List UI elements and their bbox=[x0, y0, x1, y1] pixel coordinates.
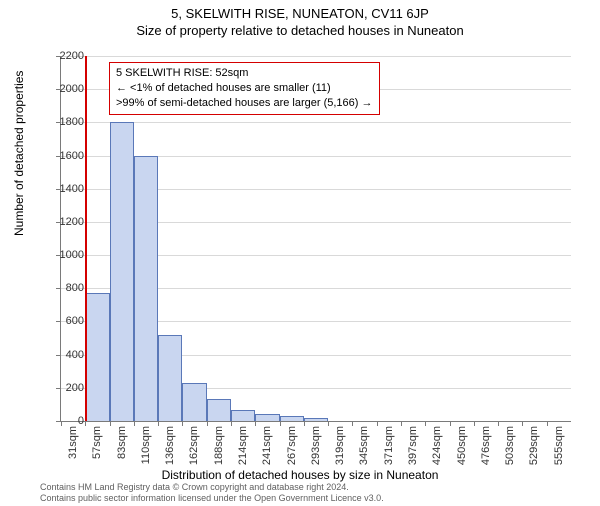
xtick-mark bbox=[401, 421, 402, 426]
ytick-label: 1400 bbox=[44, 183, 84, 195]
info-box-line: 5 SKELWITH RISE: 52sqm bbox=[116, 66, 373, 81]
ytick-label: 1000 bbox=[44, 249, 84, 261]
histogram-bar bbox=[207, 399, 231, 421]
ytick-label: 600 bbox=[44, 315, 84, 327]
footer-attribution: Contains HM Land Registry data © Crown c… bbox=[40, 482, 384, 504]
histogram-bar bbox=[85, 293, 109, 421]
xtick-mark bbox=[134, 421, 135, 426]
xtick-mark bbox=[522, 421, 523, 426]
xtick-mark bbox=[377, 421, 378, 426]
xtick-mark bbox=[110, 421, 111, 426]
histogram-bar bbox=[255, 414, 279, 421]
page-title: 5, SKELWITH RISE, NUNEATON, CV11 6JP bbox=[0, 6, 600, 21]
x-axis-label: Distribution of detached houses by size … bbox=[0, 468, 600, 482]
ytick-label: 800 bbox=[44, 282, 84, 294]
ytick-label: 1200 bbox=[44, 216, 84, 228]
xtick-mark bbox=[231, 421, 232, 426]
xtick-mark bbox=[255, 421, 256, 426]
xtick-mark bbox=[182, 421, 183, 426]
xtick-mark bbox=[474, 421, 475, 426]
ytick-label: 200 bbox=[44, 382, 84, 394]
info-box-line: ← <1% of detached houses are smaller (11… bbox=[116, 81, 373, 96]
info-box: 5 SKELWITH RISE: 52sqm← <1% of detached … bbox=[109, 62, 380, 115]
page-subtitle: Size of property relative to detached ho… bbox=[0, 23, 600, 38]
ytick-label: 1800 bbox=[44, 116, 84, 128]
y-axis-label: Number of detached properties bbox=[12, 71, 26, 236]
xtick-mark bbox=[207, 421, 208, 426]
reference-line bbox=[85, 56, 87, 421]
xtick-mark bbox=[450, 421, 451, 426]
histogram-bar bbox=[182, 383, 206, 421]
histogram-chart: 31sqm57sqm83sqm110sqm136sqm162sqm188sqm2… bbox=[60, 56, 570, 421]
xtick-mark bbox=[304, 421, 305, 426]
xtick-mark bbox=[352, 421, 353, 426]
gridline bbox=[61, 56, 571, 57]
xtick-mark bbox=[498, 421, 499, 426]
histogram-bar bbox=[158, 335, 182, 421]
xtick-mark bbox=[547, 421, 548, 426]
xtick-mark bbox=[425, 421, 426, 426]
ytick-label: 0 bbox=[44, 415, 84, 427]
xtick-mark bbox=[280, 421, 281, 426]
gridline bbox=[61, 122, 571, 123]
footer-line2: Contains public sector information licen… bbox=[40, 493, 384, 504]
histogram-bar bbox=[304, 418, 328, 421]
ytick-label: 2000 bbox=[44, 83, 84, 95]
info-box-line: >99% of semi-detached houses are larger … bbox=[116, 96, 373, 111]
xtick-mark bbox=[158, 421, 159, 426]
footer-line1: Contains HM Land Registry data © Crown c… bbox=[40, 482, 384, 493]
plot-area: 31sqm57sqm83sqm110sqm136sqm162sqm188sqm2… bbox=[60, 56, 571, 422]
xtick-mark bbox=[328, 421, 329, 426]
histogram-bar bbox=[134, 156, 158, 421]
ytick-label: 2200 bbox=[44, 50, 84, 62]
ytick-label: 1600 bbox=[44, 150, 84, 162]
xtick-mark bbox=[85, 421, 86, 426]
histogram-bar bbox=[231, 410, 255, 421]
ytick-label: 400 bbox=[44, 349, 84, 361]
histogram-bar bbox=[110, 122, 134, 421]
histogram-bar bbox=[280, 416, 304, 421]
